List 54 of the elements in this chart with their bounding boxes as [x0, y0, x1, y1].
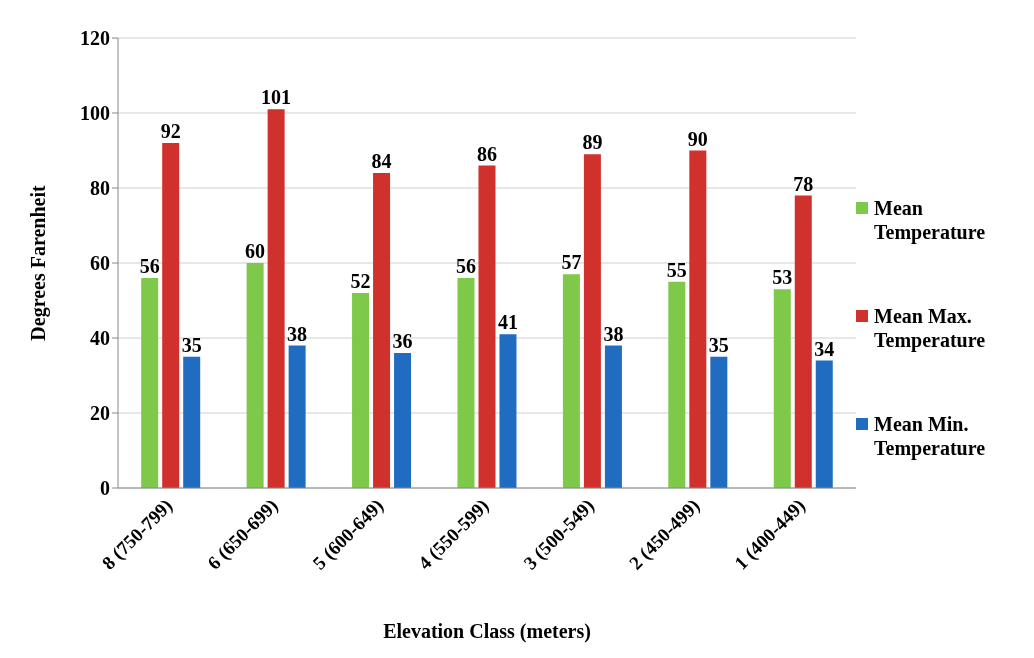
bar: [478, 165, 496, 488]
legend-label: Mean Max. Temperature: [874, 304, 987, 352]
data-label: 34: [814, 337, 835, 360]
y-tick-label: 60: [90, 252, 110, 275]
data-label: 55: [666, 258, 687, 281]
data-label: 36: [392, 330, 413, 352]
y-axis-title: Degrees Farenheit: [27, 185, 51, 341]
data-label: 101: [261, 86, 292, 109]
bar: [457, 278, 475, 488]
data-label: 90: [687, 127, 708, 150]
data-label: 38: [287, 322, 308, 345]
data-label: 56: [139, 255, 160, 277]
bar: [373, 173, 391, 488]
y-tick-label: 100: [80, 102, 110, 125]
bar: [604, 345, 622, 488]
data-label: 60: [245, 240, 266, 262]
y-tick-label: 120: [80, 27, 110, 50]
x-axis-title: Elevation Class (meters): [383, 620, 591, 643]
bar: [583, 154, 601, 488]
data-label: 52: [350, 270, 371, 292]
data-label: 92: [160, 120, 181, 142]
bar: [246, 263, 264, 488]
data-label: 57: [561, 251, 582, 274]
y-tick-label: 80: [90, 177, 110, 200]
bar: [815, 360, 833, 488]
bar: [183, 356, 201, 488]
bar: [288, 345, 306, 488]
bar: [352, 293, 370, 488]
bar: [162, 143, 180, 488]
y-tick-label: 40: [90, 327, 110, 350]
data-label: 38: [603, 322, 624, 345]
bar: [668, 281, 686, 488]
data-label: 78: [793, 172, 814, 195]
bar: [794, 195, 812, 488]
bar: [499, 334, 517, 488]
bar: [689, 150, 707, 488]
bar: [773, 289, 791, 488]
bar: [710, 356, 728, 488]
bar: [562, 274, 580, 488]
bar: [267, 109, 285, 488]
bar: [141, 278, 159, 488]
data-label: 84: [371, 150, 392, 172]
data-label: 53: [772, 266, 793, 289]
bar: [394, 353, 412, 488]
y-tick-label: 0: [100, 477, 110, 500]
data-label: 35: [708, 333, 729, 356]
legend-label: Mean Min. Temperature: [874, 412, 987, 460]
legend-label: Mean Temperature: [874, 196, 987, 244]
y-tick-label: 20: [90, 402, 110, 425]
data-label: 89: [582, 131, 603, 154]
data-label: 86: [476, 142, 497, 165]
data-label: 41: [497, 311, 518, 334]
data-label: 56: [455, 255, 476, 277]
data-label: 35: [181, 333, 202, 356]
